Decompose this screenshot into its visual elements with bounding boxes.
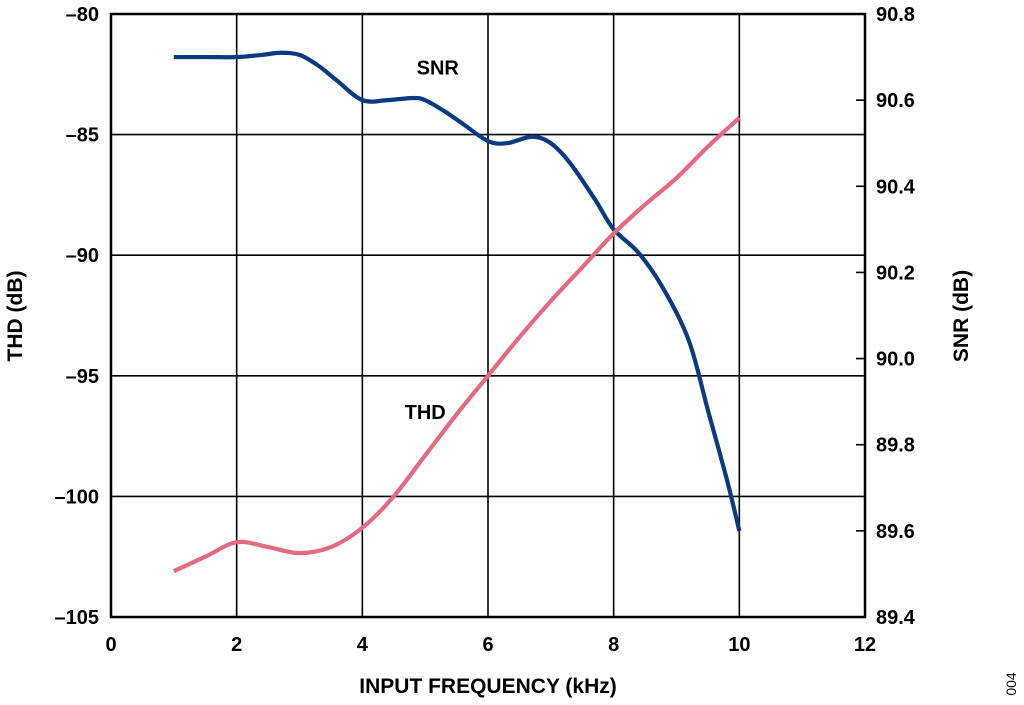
x-axis-ticks: 0 2 4 6 8 10 12 [105,634,876,656]
y-right-tick-label: 89.4 [876,607,916,629]
x-tick-label: 10 [728,634,750,656]
y-right-axis-ticks: 90.8 90.6 90.4 90.2 90.0 89.8 89.6 89.4 [856,4,916,629]
x-tick-label: 4 [357,634,369,656]
series-label-snr: SNR [417,57,460,79]
x-axis-title: INPUT FREQUENCY (kHz) [359,675,616,698]
plot-frame [109,12,867,619]
y-left-tick-label: –90 [66,245,99,267]
x-tick-label: 2 [231,634,242,656]
y-left-tick-label: –100 [55,486,100,508]
figure-id: 004 [1003,672,1019,696]
y-left-tick-label: –105 [55,607,100,629]
y-right-tick-label: 89.6 [876,521,915,543]
y-right-tick-label: 90.2 [876,262,915,284]
y-left-tick-label: –95 [66,366,99,388]
y-left-tick-label: –80 [66,4,99,26]
y-right-tick-label: 90.0 [876,349,915,371]
series-labels: SNR THD [405,57,460,424]
y-right-axis-title: SNR (dB) [950,270,973,362]
series-line-thd [172,116,741,574]
x-tick-label: 12 [854,634,876,656]
series-line-snr [173,50,742,532]
grid [111,14,865,617]
y-right-tick-label: 89.8 [876,435,915,457]
y-left-tick-label: –85 [66,125,99,147]
x-tick-label: 6 [482,634,493,656]
y-right-tick-label: 90.8 [876,4,915,26]
y-left-axis-ticks: –80 –85 –90 –95 –100 –105 [55,4,100,629]
x-tick-label: 0 [105,634,116,656]
y-right-tick-label: 90.6 [876,90,915,112]
series-label-thd: THD [405,402,446,424]
y-right-tick-label: 90.4 [876,176,916,198]
x-tick-label: 8 [608,634,619,656]
y-left-axis-title: THD (dB) [4,271,27,362]
series-layer [172,50,742,574]
